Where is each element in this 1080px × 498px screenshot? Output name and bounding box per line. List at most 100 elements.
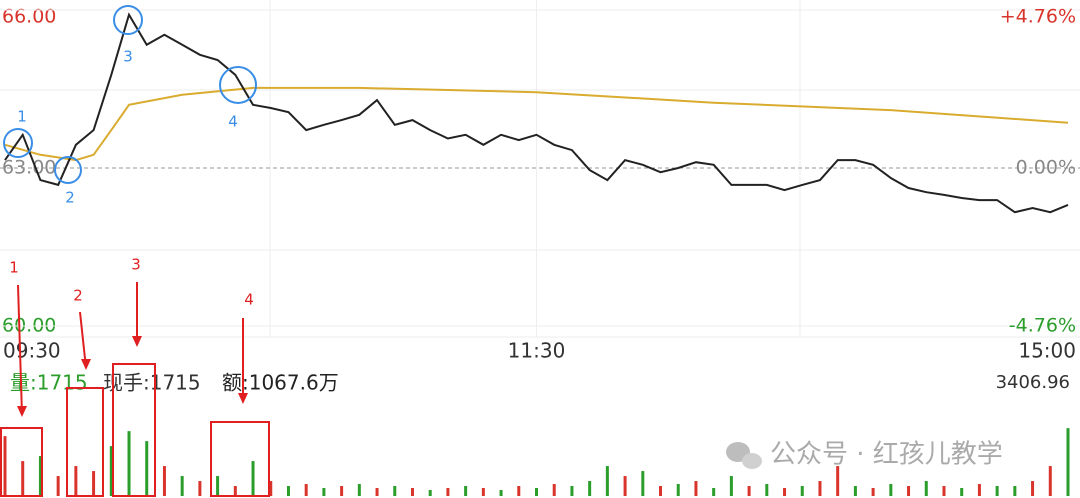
volume-bar	[322, 488, 326, 496]
arrow-head	[132, 336, 142, 347]
volume-bar	[570, 486, 574, 496]
price-line	[4, 12, 1069, 214]
arrow	[17, 284, 23, 416]
arrow	[79, 311, 87, 369]
info: 量:1715 现手:1715 额:1067.6万	[10, 371, 339, 395]
highlight-circle	[3, 128, 33, 158]
volume-bar	[960, 488, 964, 496]
volume-bar	[410, 488, 414, 496]
volume-bar	[924, 481, 928, 496]
volume-bar	[818, 481, 822, 496]
volume-bar	[889, 484, 893, 496]
volume-bar	[535, 488, 538, 496]
volume-bar	[499, 490, 503, 496]
volume-bar	[765, 484, 769, 496]
volume-bar	[375, 488, 379, 496]
circle-label: 1	[17, 108, 27, 126]
volume-bar	[712, 488, 716, 496]
volume-bar	[588, 481, 592, 496]
y2-tick-label: -4.76%	[1009, 315, 1076, 337]
volume-info: 量:1715	[10, 371, 88, 395]
volume-bar	[428, 490, 432, 496]
arrow-head	[17, 406, 27, 417]
volume-bar	[907, 486, 911, 496]
x-tick-label: 09:30	[3, 339, 61, 363]
highlight-circle	[54, 156, 82, 184]
highlight-box	[210, 421, 270, 497]
volume-bar	[995, 486, 999, 496]
box-label: 2	[73, 287, 83, 305]
arrow-head	[81, 359, 91, 370]
volume-bar	[21, 461, 25, 496]
highlight-box	[66, 387, 104, 497]
volume-bar	[464, 486, 468, 496]
box-label: 4	[244, 291, 254, 309]
volume-bar	[233, 486, 237, 496]
volume-bar	[481, 488, 485, 496]
volume-bar	[1031, 481, 1035, 496]
volume-bar	[269, 481, 273, 496]
volume-bar	[552, 484, 556, 496]
volume-bar	[942, 486, 946, 496]
volume-bar	[92, 471, 96, 496]
volume-bar	[747, 486, 751, 496]
hand-info: 现手:1715	[103, 371, 201, 395]
circle-label: 4	[228, 113, 238, 131]
volume-bar	[676, 484, 680, 496]
amount-info: 额:1067.6万	[222, 371, 339, 395]
volume-bar	[127, 431, 131, 496]
volume-bar	[216, 476, 220, 496]
volume-bar	[251, 461, 255, 496]
y-tick-label: 3406.96	[996, 372, 1070, 393]
volume-bar	[109, 446, 113, 496]
volume-bar	[783, 488, 787, 496]
wechat-icon	[742, 453, 762, 469]
x-tick-label: 15:00	[1018, 339, 1076, 363]
volume-bar	[145, 441, 149, 496]
watermark-text: 公众号 · 红孩儿教学	[770, 440, 1003, 470]
volume-bar	[836, 466, 840, 496]
volume-bar	[729, 476, 733, 496]
volume-bar	[641, 471, 645, 496]
volume-bar	[286, 486, 290, 496]
volume-bar	[800, 486, 804, 496]
volume-bar	[659, 486, 663, 496]
volume-bar	[198, 481, 202, 496]
volume-bar	[74, 466, 78, 496]
highlight-circle	[113, 5, 143, 35]
highlight-box	[0, 427, 43, 497]
volume-bar	[56, 476, 60, 496]
volume-bar	[1048, 466, 1052, 496]
volume-bar	[393, 486, 397, 496]
volume-bar	[38, 456, 42, 496]
volume-bar	[162, 466, 166, 496]
volume-bar	[446, 488, 450, 496]
x-tick-label: 11:30	[508, 339, 566, 363]
highlight-box	[112, 363, 156, 497]
volume-bar	[3, 436, 7, 496]
volume-bar	[304, 484, 308, 496]
circle-label: 3	[123, 48, 133, 66]
volume-bar	[853, 486, 857, 496]
volume-bar	[1013, 486, 1017, 496]
box-label: 3	[131, 256, 141, 274]
volume-bar	[357, 484, 361, 496]
y-tick-label: 66.00	[2, 6, 56, 28]
watermark: 公众号 · 红孩儿教学	[726, 440, 1003, 470]
volume-bar	[340, 486, 344, 496]
volume-bar	[1066, 428, 1070, 496]
y2-tick-label: +4.76%	[1000, 6, 1076, 28]
volume-bar	[623, 476, 627, 496]
volume-bar	[977, 484, 981, 496]
box-label: 1	[9, 259, 19, 277]
y2-tick-label: 0.00%	[1016, 157, 1076, 179]
volume-bar	[517, 486, 521, 496]
arrow-head	[238, 393, 248, 404]
volume-bar	[605, 466, 609, 496]
volume-bar	[694, 481, 698, 496]
volume-bar	[180, 476, 184, 496]
highlight-circle	[219, 66, 257, 104]
circle-label: 2	[65, 189, 75, 207]
volume-bar	[871, 488, 875, 496]
